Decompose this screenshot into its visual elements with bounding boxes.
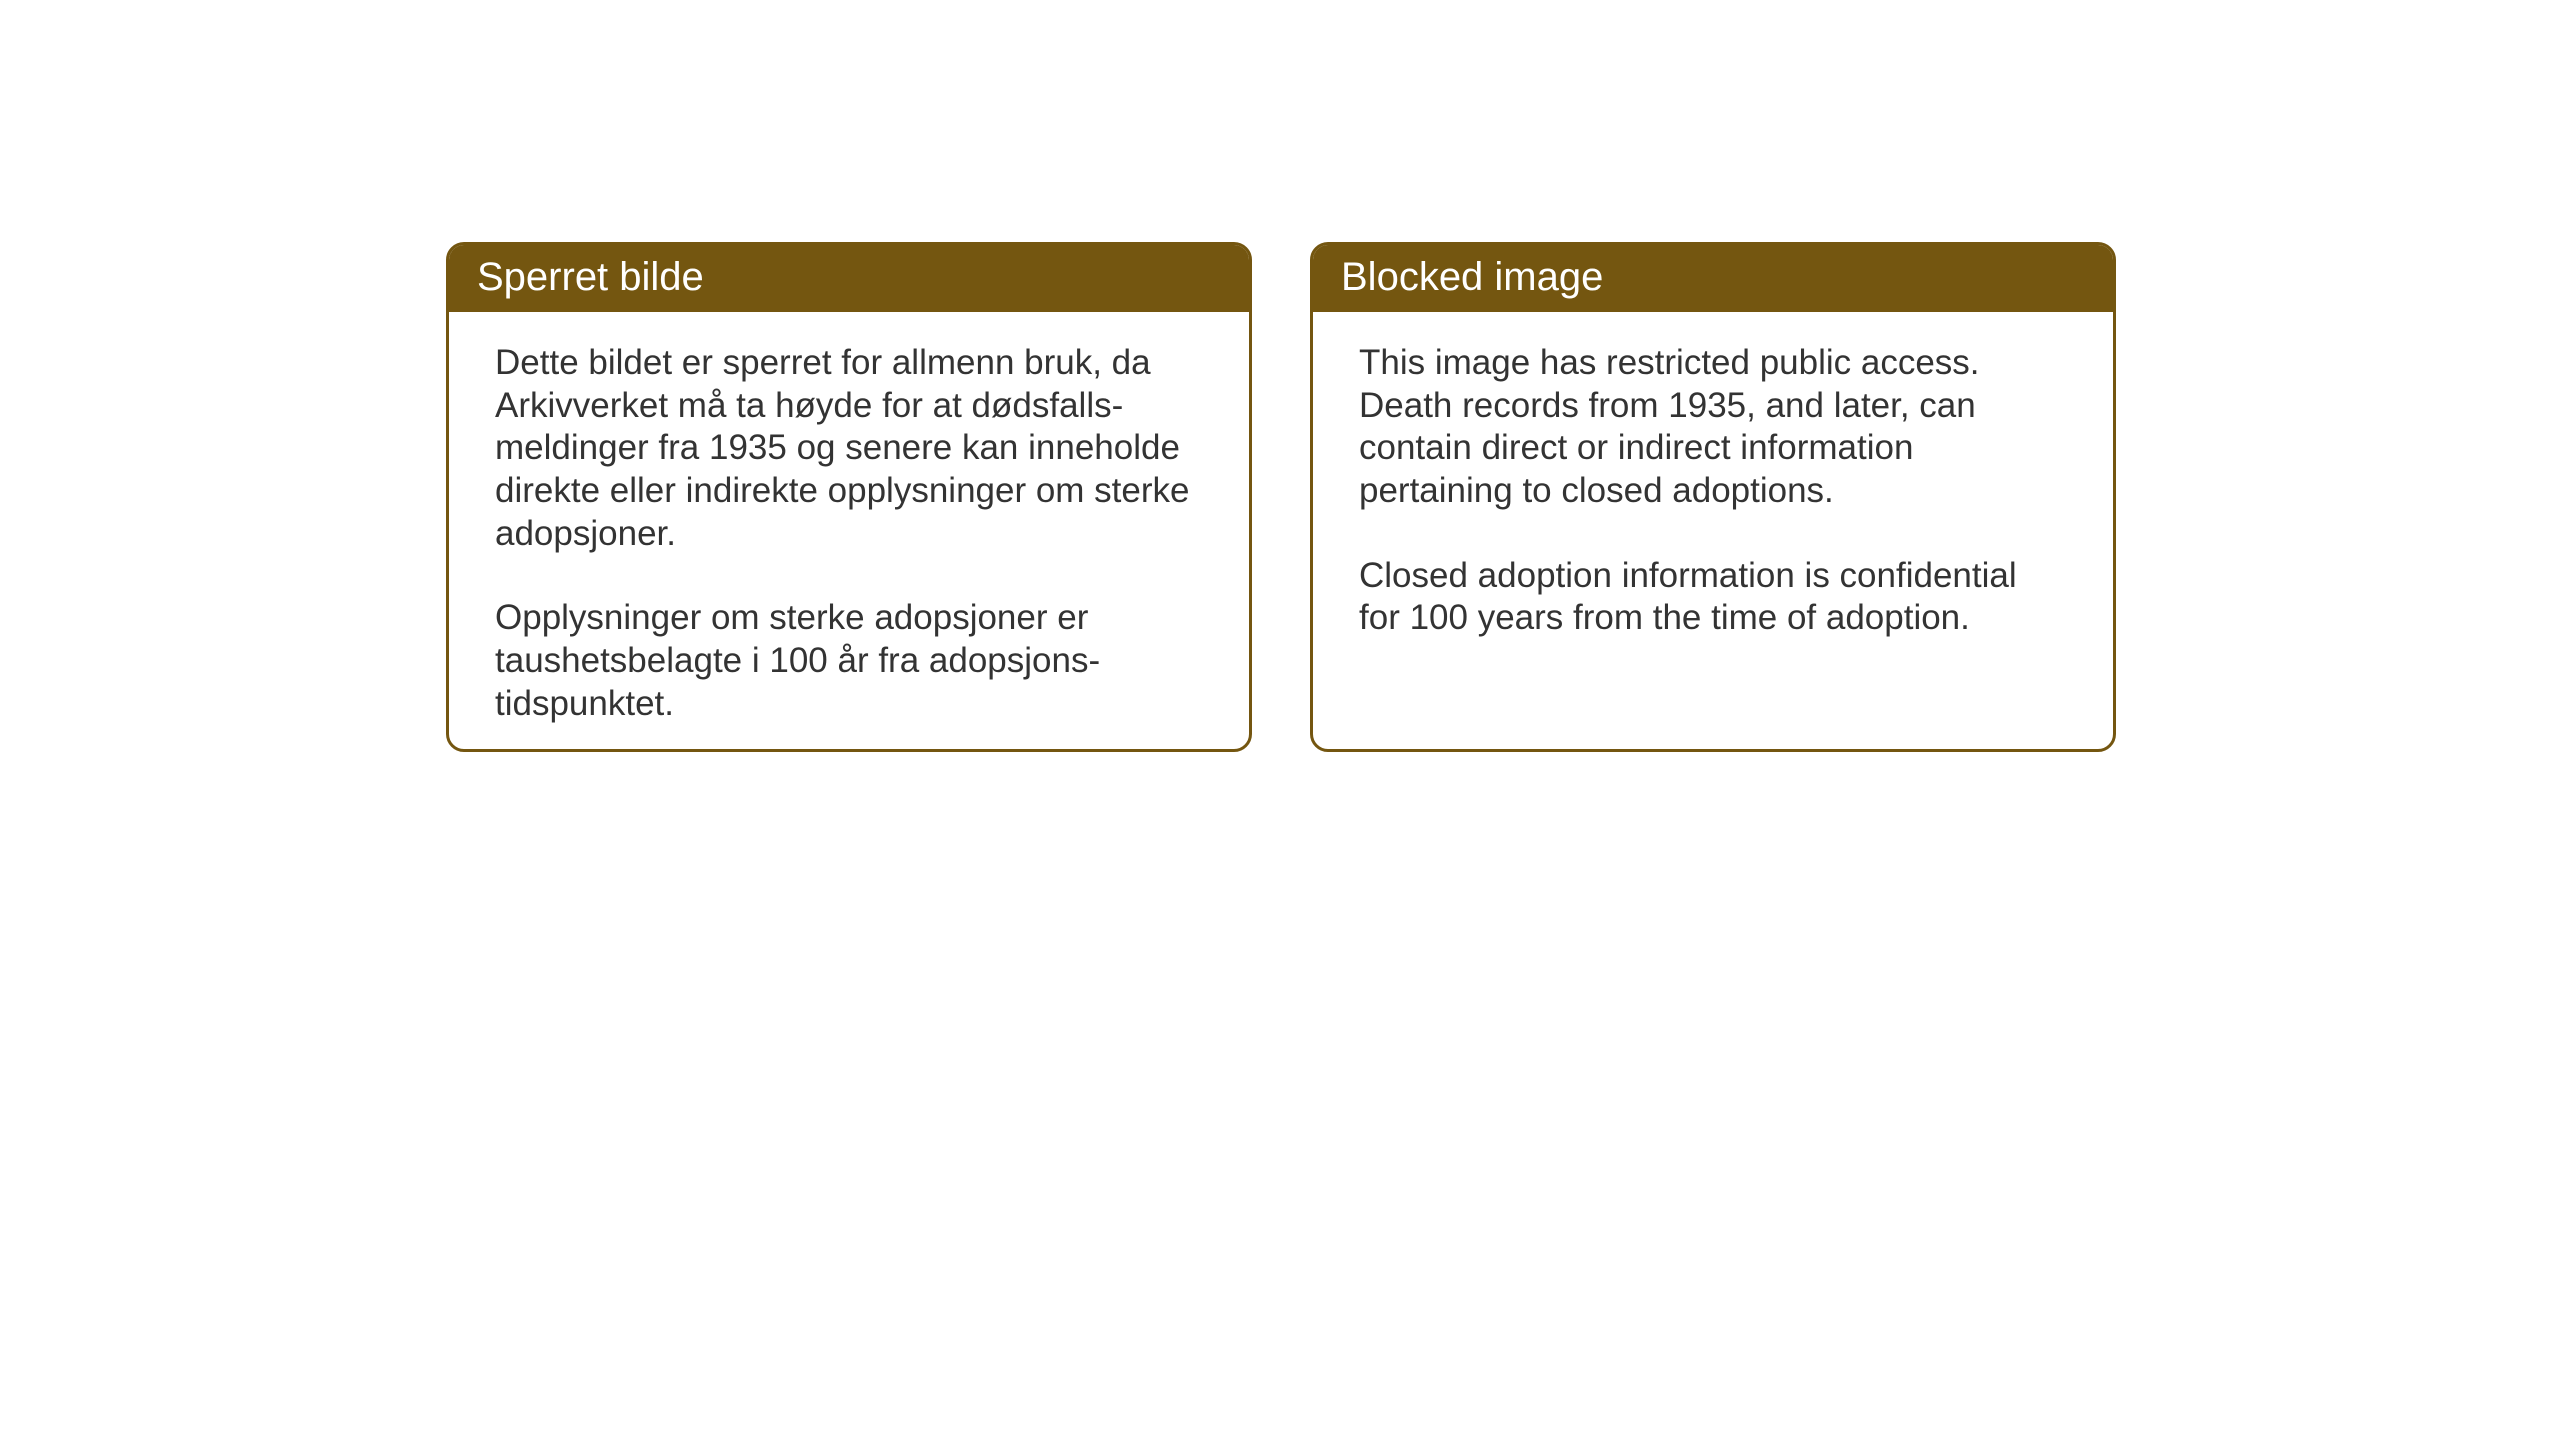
english-paragraph-1: This image has restricted public access.… — [1359, 342, 2067, 513]
norwegian-card-title: Sperret bilde — [477, 255, 704, 299]
english-card: Blocked image This image has restricted … — [1310, 242, 2116, 752]
english-card-header: Blocked image — [1313, 245, 2113, 312]
english-card-body: This image has restricted public access.… — [1313, 312, 2113, 670]
english-card-title: Blocked image — [1341, 255, 1603, 299]
norwegian-paragraph-1: Dette bildet er sperret for allmenn bruk… — [495, 342, 1203, 555]
norwegian-card-header: Sperret bilde — [449, 245, 1249, 312]
english-paragraph-2: Closed adoption information is confident… — [1359, 555, 2067, 640]
cards-container: Sperret bilde Dette bildet er sperret fo… — [446, 242, 2116, 752]
norwegian-card-body: Dette bildet er sperret for allmenn bruk… — [449, 312, 1249, 752]
norwegian-card: Sperret bilde Dette bildet er sperret fo… — [446, 242, 1252, 752]
norwegian-paragraph-2: Opplysninger om sterke adopsjoner er tau… — [495, 597, 1203, 725]
